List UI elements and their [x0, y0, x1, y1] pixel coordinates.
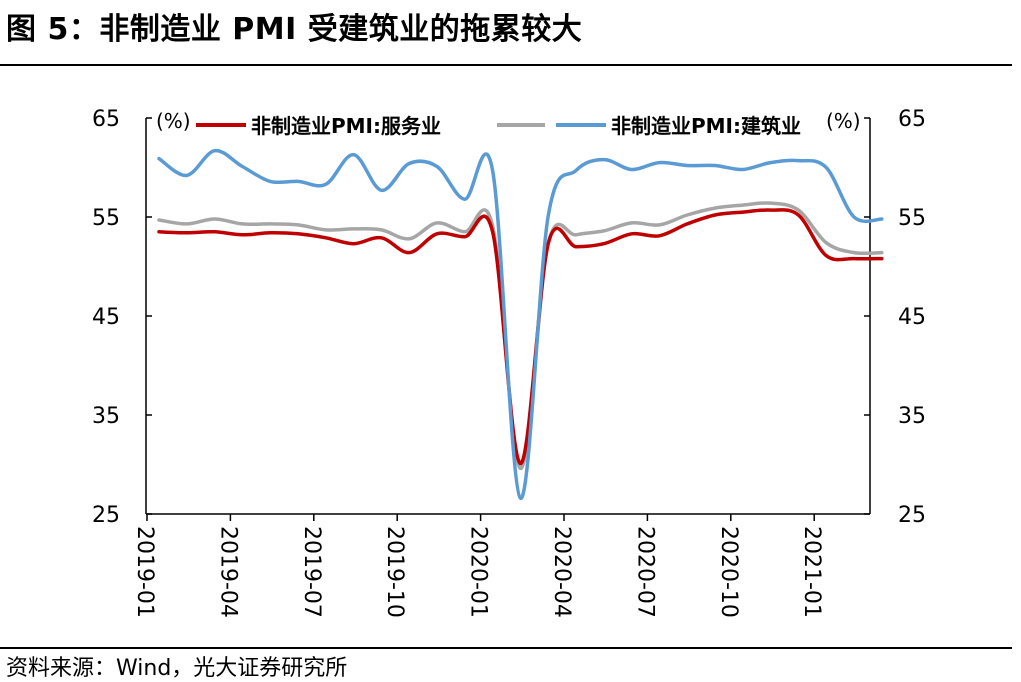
x-tick-label: 2021-01 — [799, 526, 824, 618]
x-tick-label: 2019-10 — [382, 526, 407, 618]
legend: 非制造业PMI:服务业 非制造业PMI:建筑业 — [196, 114, 801, 138]
x-tick-label: 2020-04 — [549, 526, 574, 618]
source-note: 资料来源：Wind，光大证券研究所 — [6, 656, 348, 681]
right-y-tick-label: 55 — [898, 206, 926, 231]
x-tick-labels: 2019-01 2019-04 2019-07 2019-10 2020-01 2020-… — [132, 526, 824, 618]
bottom-rule — [0, 647, 1012, 649]
left-y-tick-label: 35 — [92, 404, 120, 429]
construction-pmi-line — [157, 148, 884, 500]
right-y-tick-label: 35 — [898, 404, 926, 429]
left-y-tick-label: 65 — [92, 107, 120, 132]
legend-label-construction: 非制造业PMI:建筑业 — [611, 114, 801, 138]
legend-label-service: 非制造业PMI:服务业 — [251, 114, 441, 138]
gray-series-line — [157, 201, 884, 471]
x-tick-label: 2019-04 — [215, 526, 240, 618]
x-tick-label: 2019-07 — [299, 526, 324, 618]
left-y-tick-label: 45 — [92, 305, 120, 330]
right-y-tick-label: 65 — [898, 107, 926, 132]
right-tick-labels: 65 55 45 35 25 — [898, 107, 926, 528]
x-tick-label: 2020-10 — [716, 526, 741, 618]
left-y-tick-label: 55 — [92, 206, 120, 231]
left-y-tick-label: 25 — [92, 503, 120, 528]
service-pmi-line — [157, 208, 884, 466]
x-tick-label: 2020-07 — [632, 526, 657, 618]
right-y-tick-label: 45 — [898, 305, 926, 330]
left-tick-labels: 65 55 45 35 25 — [92, 107, 120, 528]
x-tick-label: 2019-01 — [132, 526, 157, 618]
figure-title: 图 5：非制造业 PMI 受建筑业的拖累较大 — [6, 12, 583, 47]
chart-axes — [145, 117, 871, 521]
top-rule — [0, 64, 1012, 66]
right-y-tick-label: 25 — [898, 503, 926, 528]
left-unit-label: (%) — [156, 109, 191, 133]
series-lines — [157, 148, 884, 500]
x-tick-label: 2020-01 — [466, 526, 491, 618]
right-unit-label: (%) — [826, 109, 861, 133]
